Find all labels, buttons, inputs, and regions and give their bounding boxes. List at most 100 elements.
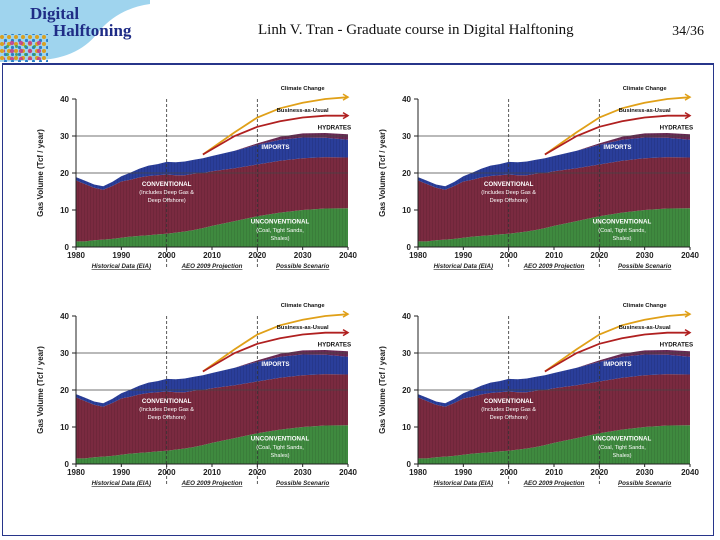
business-as-usual-line [202, 331, 348, 373]
unconventional-label: UNCONVENTIONAL [593, 436, 652, 443]
chart-panel-top-right: 0 10 20 30 40 1980 1990 2000 2010 2020 2030 2040 Gas… [372, 85, 702, 285]
period-label: AEO 2009 Projection [523, 263, 585, 270]
unconventional-area [76, 425, 348, 464]
climate-change-line-arrowhead [342, 93, 350, 101]
unconventional-sublabel: Shales) [613, 453, 632, 459]
unconventional-sublabel: Shales) [271, 453, 290, 459]
x-tick-label: 1990 [112, 251, 130, 260]
hydrates-label: HYDRATES [660, 341, 694, 348]
x-tick-label: 2040 [681, 468, 699, 477]
y-axis-label: Gas Volume (Tcf / year) [36, 129, 45, 217]
course-logo: Digital Halftoning [0, 0, 150, 62]
x-tick-label: 2000 [158, 468, 176, 477]
y-tick-label: 0 [65, 460, 70, 469]
period-label: Possible Scenario [618, 263, 672, 270]
business-as-usual-line-arrowhead [684, 329, 692, 337]
conventional-area [418, 374, 690, 459]
x-tick-label: 2010 [203, 468, 221, 477]
business-as-usual-label: Business-as-Usual [619, 325, 671, 331]
y-tick-label: 0 [407, 243, 412, 252]
imports-area [418, 354, 690, 407]
imports-label: IMPORTS [261, 361, 289, 368]
y-tick-label: 20 [402, 386, 411, 395]
y-tick-label: 40 [60, 312, 69, 321]
y-tick-label: 40 [402, 95, 411, 104]
y-tick-label: 20 [60, 169, 69, 178]
business-as-usual-label: Business-as-Usual [619, 108, 671, 114]
y-tick-label: 30 [402, 349, 411, 358]
climate-change-line [202, 313, 349, 373]
y-tick-label: 10 [402, 423, 411, 432]
conventional-sublabel: (Includes Deep Gas & [481, 190, 536, 196]
period-label: Possible Scenario [276, 263, 330, 270]
y-tick-label: 0 [407, 460, 412, 469]
conventional-sublabel: (Includes Deep Gas & [481, 407, 536, 413]
conventional-sublabel: (Includes Deep Gas & [139, 190, 194, 196]
conventional-area [76, 374, 348, 459]
business-as-usual-line [544, 114, 690, 156]
y-tick-label: 40 [402, 312, 411, 321]
x-tick-label: 2000 [158, 251, 176, 260]
y-tick-label: 10 [60, 423, 69, 432]
page-title: Linh V. Tran - Graduate course in Digita… [258, 22, 574, 38]
x-tick-label: 1980 [409, 468, 427, 477]
x-tick-label: 2020 [248, 251, 266, 260]
imports-area [76, 137, 348, 190]
business-as-usual-label: Business-as-Usual [277, 108, 329, 114]
unconventional-area [418, 425, 690, 464]
x-tick-label: 1990 [112, 468, 130, 477]
y-tick-label: 10 [402, 206, 411, 215]
climate-change-label: Climate Change [281, 86, 326, 92]
business-as-usual-line-arrowhead [342, 112, 350, 120]
chart-panel-bottom-left: 0 10 20 30 40 1980 1990 2000 2010 2020 2030 2040 Gas… [30, 302, 360, 502]
x-tick-label: 2010 [203, 251, 221, 260]
conventional-area [418, 157, 690, 242]
y-tick-label: 30 [60, 349, 69, 358]
imports-area [418, 137, 690, 190]
period-label: Historical Data (EIA) [92, 263, 151, 270]
conventional-sublabel: Deep Offshore) [148, 415, 186, 421]
chart-panel-top-left: 0 10 20 30 40 1980 1990 2000 2010 2020 2030 2040 Gas… [30, 85, 360, 285]
x-tick-label: 2030 [636, 468, 654, 477]
x-tick-label: 1980 [67, 251, 85, 260]
unconventional-sublabel: Shales) [271, 236, 290, 242]
conventional-sublabel: Deep Offshore) [490, 415, 528, 421]
unconventional-sublabel: Shales) [613, 236, 632, 242]
y-tick-label: 30 [402, 132, 411, 141]
imports-label: IMPORTS [603, 361, 631, 368]
chart-panel-bottom-right: 0 10 20 30 40 1980 1990 2000 2010 2020 2030 2040 Gas… [372, 302, 702, 502]
y-axis-label: Gas Volume (Tcf / year) [378, 129, 387, 217]
conventional-sublabel: (Includes Deep Gas & [139, 407, 194, 413]
x-tick-label: 1980 [409, 251, 427, 260]
hydrates-label: HYDRATES [318, 124, 352, 131]
conventional-label: CONVENTIONAL [142, 181, 192, 188]
climate-change-line [544, 313, 691, 373]
x-tick-label: 2000 [500, 251, 518, 260]
conventional-area [76, 157, 348, 242]
imports-area [76, 354, 348, 407]
unconventional-area [418, 208, 690, 247]
unconventional-label: UNCONVENTIONAL [593, 219, 652, 226]
y-tick-label: 20 [60, 386, 69, 395]
unconventional-label: UNCONVENTIONAL [251, 219, 310, 226]
unconventional-sublabel: (Coal, Tight Sands, [256, 445, 304, 451]
conventional-sublabel: Deep Offshore) [148, 198, 186, 204]
content-frame [2, 63, 714, 536]
business-as-usual-line [544, 331, 690, 373]
period-label: Historical Data (EIA) [434, 480, 493, 487]
unconventional-sublabel: (Coal, Tight Sands, [598, 228, 646, 234]
period-label: AEO 2009 Projection [181, 263, 243, 270]
x-tick-label: 2020 [590, 468, 608, 477]
x-tick-label: 2040 [339, 251, 357, 260]
logo-graphic: Digital Halftoning [0, 0, 150, 62]
business-as-usual-label: Business-as-Usual [277, 325, 329, 331]
y-axis-label: Gas Volume (Tcf / year) [378, 346, 387, 434]
logo-line-2: Halftoning [53, 21, 132, 40]
x-tick-label: 2030 [294, 468, 312, 477]
period-label: AEO 2009 Projection [523, 480, 585, 487]
x-tick-label: 2020 [590, 251, 608, 260]
y-tick-label: 40 [60, 95, 69, 104]
unconventional-sublabel: (Coal, Tight Sands, [256, 228, 304, 234]
